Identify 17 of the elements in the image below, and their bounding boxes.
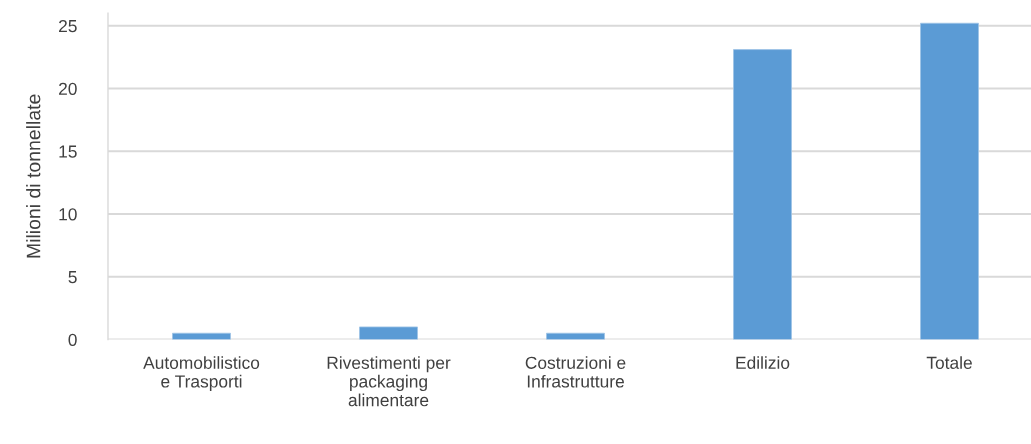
- bar: [359, 326, 418, 340]
- y-tick-label: 0: [68, 333, 77, 346]
- x-tick-label: Automobilistico e Trasporti: [143, 356, 260, 392]
- bar: [733, 49, 792, 340]
- y-axis-title: Milioni di tonnellate: [26, 94, 41, 258]
- bar: [920, 22, 979, 340]
- y-tick-label: 15: [59, 145, 77, 158]
- bar: [172, 332, 231, 340]
- x-tick-label: Edilizio: [736, 356, 790, 369]
- x-tick-label: Rivestimenti per packaging alimentare: [327, 356, 451, 407]
- bar: [546, 332, 605, 340]
- y-tick-label: 25: [59, 19, 77, 33]
- x-tick-label: Totale: [926, 356, 972, 369]
- y-tick-label: 5: [68, 271, 77, 284]
- y-tick-label: 20: [59, 82, 77, 95]
- x-tick-label: Costruzioni e Infrastrutture: [525, 356, 626, 388]
- y-tick-label: 10: [59, 208, 77, 221]
